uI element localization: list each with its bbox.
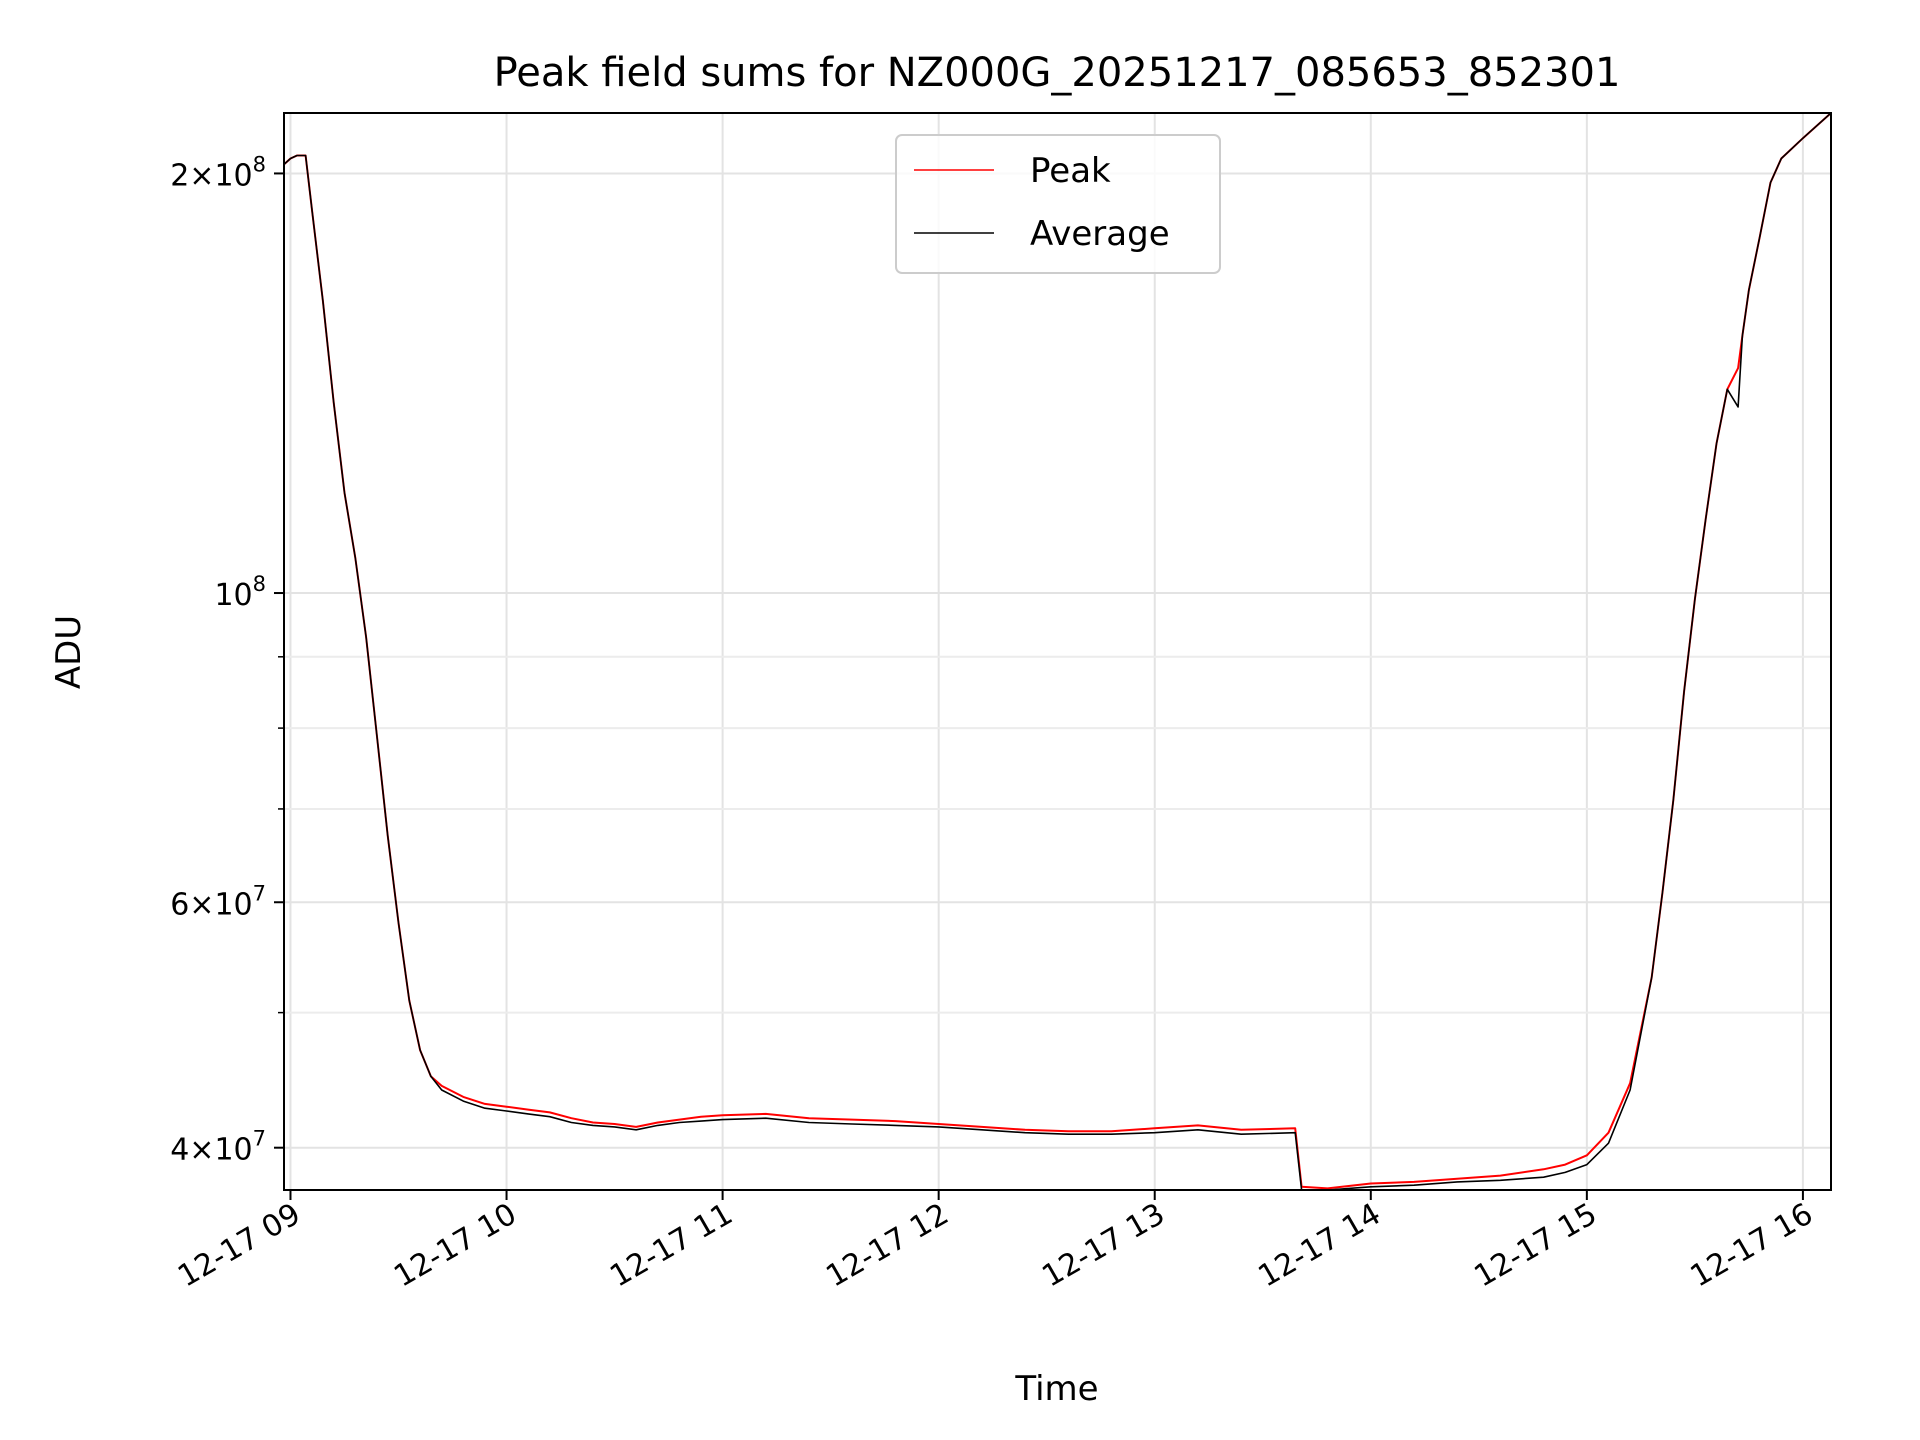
y-tick-mantissa: 6×10 [170,887,252,922]
y-tick-label: 2×108 [170,152,266,193]
y-axis-label: ADU [49,615,89,689]
grid [284,113,1831,1190]
legend-label-peak: Peak [1030,151,1111,191]
plot-frame [283,112,1832,1191]
y-tick-exponent: 7 [253,881,266,905]
y-tick-label: 6×107 [170,881,266,922]
series-line-average [283,112,1832,1191]
y-tick-mantissa: 10 [214,578,252,613]
y-tick-label: 108 [214,572,266,613]
x-axis-label: Time [1014,1369,1098,1409]
y-tick-exponent: 8 [253,572,266,596]
y-tick-mantissa: 4×10 [170,1133,252,1168]
legend-label-average: Average [1030,214,1170,254]
y-tick-label: 4×107 [170,1127,266,1168]
plot-series [283,112,1832,1191]
y-tick-exponent: 8 [253,152,266,176]
y-tick-exponent: 7 [253,1127,266,1151]
legend: Peak Average [895,134,1221,274]
y-tick-mantissa: 2×10 [170,158,252,193]
chart-title: Peak field sums for NZ000G_20251217_0856… [494,50,1621,96]
